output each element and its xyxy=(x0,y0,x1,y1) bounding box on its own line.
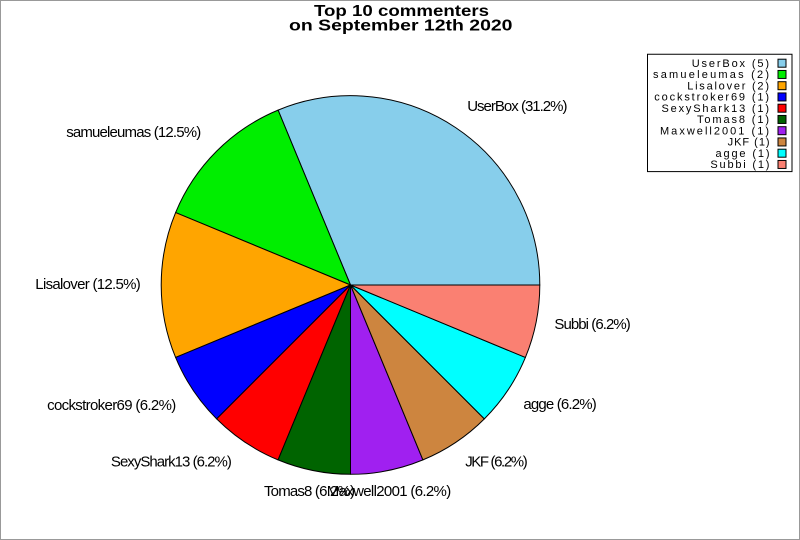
svg-text:Maxwell2001 (1): Maxwell2001 (1) xyxy=(660,125,769,137)
svg-text:JKF (1): JKF (1) xyxy=(728,137,770,149)
svg-text:samueleumas (12.5%): samueleumas (12.5%) xyxy=(66,124,201,141)
svg-text:Maxwell2001 (6.2%): Maxwell2001 (6.2%) xyxy=(327,483,451,500)
svg-text:agge (6.2%): agge (6.2%) xyxy=(523,396,596,413)
svg-text:cockstroker69 (6.2%): cockstroker69 (6.2%) xyxy=(47,397,176,414)
svg-text:Subbi (1): Subbi (1) xyxy=(710,159,769,171)
svg-text:Tomas8 (1): Tomas8 (1) xyxy=(697,114,769,126)
svg-text:SexyShark13 (1): SexyShark13 (1) xyxy=(662,103,770,115)
svg-text:Lisalover (2): Lisalover (2) xyxy=(687,80,769,92)
svg-text:JKF (6.2%): JKF (6.2%) xyxy=(465,453,528,470)
svg-text:agge (1): agge (1) xyxy=(716,148,770,160)
svg-text:samueleumas (2): samueleumas (2) xyxy=(653,69,769,81)
svg-text:Top 10 commenters: Top 10 commenters xyxy=(314,3,489,20)
svg-text:Tomas8 (6.2%): Tomas8 (6.2%) xyxy=(264,483,355,500)
svg-text:Subbi (6.2%): Subbi (6.2%) xyxy=(554,316,630,333)
svg-text:Lisalover (12.5%): Lisalover (12.5%) xyxy=(35,276,141,293)
svg-text:SexyShark13 (6.2%): SexyShark13 (6.2%) xyxy=(111,454,232,471)
svg-text:UserBox (31.2%): UserBox (31.2%) xyxy=(467,98,567,115)
svg-text:on September 12th 2020: on September 12th 2020 xyxy=(289,17,513,34)
svg-text:cockstroker69 (1): cockstroker69 (1) xyxy=(654,92,769,104)
